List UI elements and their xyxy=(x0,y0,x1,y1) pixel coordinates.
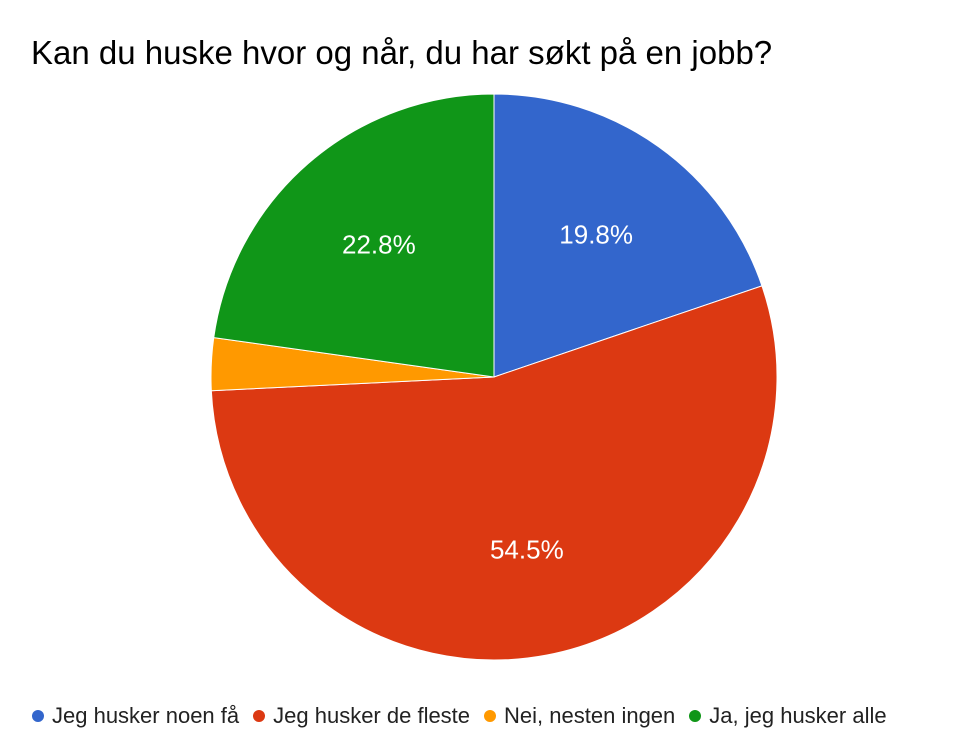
chart-title: Kan du huske hvor og når, du har søkt på… xyxy=(31,34,773,71)
legend: Jeg husker noen få Jeg husker de fleste … xyxy=(32,703,887,729)
legend-label: Ja, jeg husker alle xyxy=(709,703,887,728)
slice-data-label: 22.8% xyxy=(342,230,416,260)
legend-dot-icon xyxy=(484,710,497,722)
legend-dot-icon xyxy=(689,710,702,722)
pie-slices xyxy=(210,93,778,661)
pie-slice-ja-jeg-husker-alle[interactable] xyxy=(213,93,495,378)
pie-chart: 19.8% 54.5% 22.8% xyxy=(210,93,778,661)
legend-label: Nei, nesten ingen xyxy=(504,703,676,728)
legend-label: Jeg husker de fleste xyxy=(273,703,471,728)
pie-slice-jeg-husker-noen-f[interactable] xyxy=(493,93,763,378)
legend-dot-icon xyxy=(253,710,266,722)
legend-item-jeg-husker-de-fleste[interactable]: Jeg husker de fleste xyxy=(253,703,470,729)
legend-item-jeg-husker-noen-fa[interactable]: Jeg husker noen få xyxy=(32,703,239,729)
legend-label: Jeg husker noen få xyxy=(52,703,240,728)
slice-data-label: 19.8% xyxy=(559,219,633,249)
pie-slice-jeg-husker-de-fleste[interactable] xyxy=(210,285,778,661)
legend-item-ja-jeg-husker-alle[interactable]: Ja, jeg husker alle xyxy=(689,703,887,729)
legend-item-nei-nesten-ingen[interactable]: Nei, nesten ingen xyxy=(484,703,675,729)
slice-data-label: 54.5% xyxy=(490,534,564,564)
legend-dot-icon xyxy=(32,710,44,722)
pie-slice-labels: 19.8% 54.5% 22.8% xyxy=(342,219,633,564)
